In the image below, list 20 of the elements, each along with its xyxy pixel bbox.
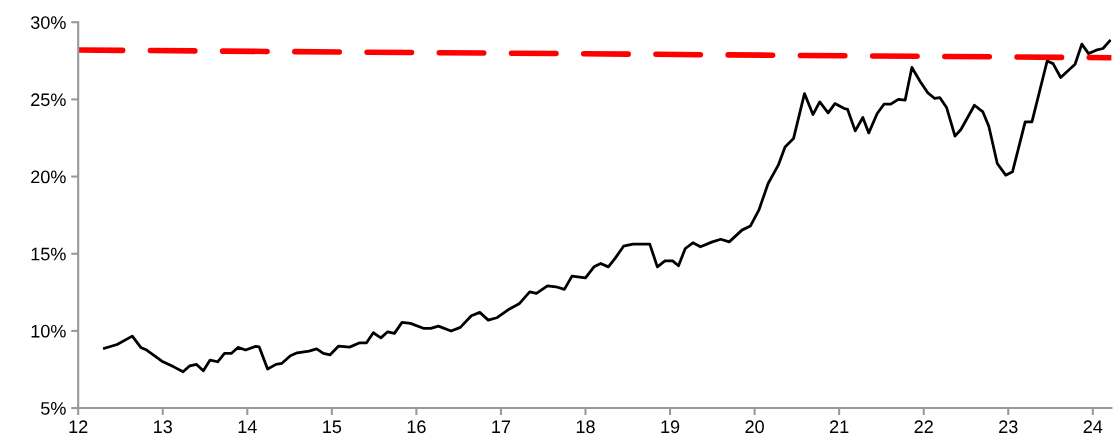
- x-tick-label: 23: [999, 420, 1018, 434]
- line-series: [103, 39, 1112, 374]
- y-tick-label: 5%: [41, 402, 66, 415]
- x-tick-label: 17: [492, 420, 511, 433]
- x-tick-label: 14: [238, 420, 257, 433]
- y-tick-label: 10%: [31, 324, 66, 338]
- x-tick-label: 16: [407, 420, 426, 434]
- y-tick-label: 25%: [31, 93, 66, 107]
- y-tick-label: 15%: [31, 247, 66, 261]
- x-tick-label: 18: [576, 420, 595, 434]
- x-tick-label: 21: [830, 420, 849, 433]
- x-tick-label: 15: [323, 420, 342, 434]
- x-tick-label: 13: [154, 420, 172, 434]
- x-tick-label: 19: [661, 420, 680, 434]
- x-tick-label: 20: [745, 420, 764, 434]
- x-tick-label: 22: [914, 420, 933, 433]
- y-tick-label: 30%: [30, 16, 66, 29]
- x-tick-label: 12: [69, 420, 88, 433]
- y-tick-label: 20%: [31, 170, 66, 184]
- x-tick-label: 24: [1083, 420, 1103, 433]
